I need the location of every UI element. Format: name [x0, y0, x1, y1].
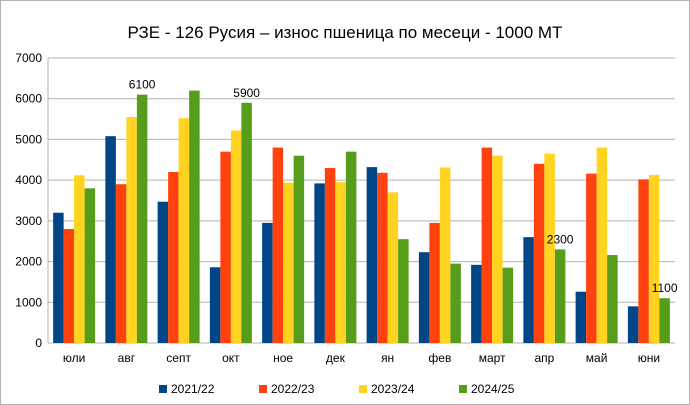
legend-swatch — [459, 385, 467, 393]
bar-2022-23-0 — [63, 229, 75, 343]
gridlines — [47, 57, 675, 344]
bar-2024-25-6 — [398, 239, 409, 343]
bar-2021-22-10 — [575, 291, 587, 343]
y-tick-label: 1000 — [15, 295, 42, 309]
bar-2023-24-11 — [648, 174, 660, 343]
legend-label: 2022/23 — [271, 382, 315, 396]
y-tick-label: 5000 — [15, 132, 42, 146]
bar-2022-23-11 — [638, 179, 649, 343]
data-label: 6100 — [129, 78, 156, 92]
x-category-label: май — [586, 351, 608, 365]
bar-2023-24-3 — [230, 130, 242, 343]
bar-2023-24-2 — [178, 118, 190, 343]
bar-2024-25-5 — [345, 151, 357, 343]
bar-2021-22-5 — [314, 183, 325, 343]
x-category-label: окт — [222, 351, 240, 365]
bar-2024-25-4 — [293, 155, 305, 343]
legend: 2021/22 2022/23 2023/24 2024/25 — [159, 382, 515, 396]
x-category-label: юни — [638, 351, 660, 365]
data-labels: 6100 5900 2300 1100 — [129, 78, 678, 296]
legend-swatch — [259, 385, 267, 393]
data-label: 5900 — [233, 86, 260, 100]
bar-2024-25-2 — [189, 90, 200, 343]
bar-2021-22-9 — [523, 237, 534, 343]
bar-2024-25-9 — [554, 249, 566, 343]
x-category-label: ное — [273, 351, 293, 365]
bar-2024-25-10 — [607, 255, 618, 343]
bar-2023-24-9 — [544, 153, 555, 343]
bar-2021-22-4 — [262, 222, 273, 343]
legend-swatch — [159, 385, 167, 393]
x-category-label: март — [479, 351, 506, 365]
bar-2022-23-6 — [377, 172, 388, 343]
bar-2023-24-6 — [387, 192, 399, 343]
bar-2023-24-4 — [283, 182, 294, 343]
bar-2024-25-7 — [450, 263, 461, 343]
bar-2021-22-0 — [53, 212, 64, 343]
x-category-label: юли — [63, 351, 85, 365]
data-label: 1100 — [652, 281, 678, 295]
y-tick-label: 3000 — [15, 214, 42, 228]
x-axis-categories: юли авг септ окт ное дек ян фев март апр май юни — [63, 351, 660, 365]
bars-group — [53, 90, 670, 344]
bar-2022-23-2 — [168, 172, 179, 343]
bar-2022-23-4 — [272, 147, 284, 343]
x-category-label: ян — [381, 351, 394, 365]
bar-2022-23-5 — [324, 167, 336, 343]
bar-2023-24-0 — [74, 175, 85, 343]
y-tick-label: 0 — [35, 336, 42, 350]
bar-2021-22-2 — [157, 201, 169, 343]
bar-2023-24-1 — [126, 117, 137, 344]
bar-2024-25-1 — [136, 94, 148, 344]
bar-2023-24-8 — [492, 155, 503, 343]
legend-label: 2024/25 — [471, 382, 515, 396]
y-axis-ticks: 0 1000 2000 3000 4000 5000 6000 7000 — [15, 51, 42, 350]
bar-2023-24-10 — [596, 147, 608, 343]
bar-2022-23-1 — [115, 184, 127, 343]
bar-2021-22-8 — [471, 264, 482, 343]
bar-2021-22-6 — [366, 167, 378, 343]
legend-label: 2021/22 — [171, 382, 215, 396]
bar-2021-22-1 — [105, 136, 116, 343]
y-tick-label: 6000 — [15, 92, 42, 106]
y-tick-label: 4000 — [15, 173, 42, 187]
x-category-label: фев — [428, 351, 451, 365]
bar-2021-22-3 — [209, 267, 221, 343]
bar-2021-22-7 — [418, 252, 430, 343]
legend-swatch — [359, 385, 367, 393]
bar-2022-23-3 — [220, 151, 231, 343]
y-tick-label: 7000 — [15, 51, 42, 65]
bar-2023-24-7 — [439, 167, 451, 343]
legend-label: 2023/24 — [371, 382, 415, 396]
bar-2022-23-8 — [481, 147, 493, 343]
x-category-label: дек — [326, 351, 346, 365]
bar-2024-25-8 — [502, 267, 514, 343]
bar-2024-25-3 — [241, 102, 252, 344]
chart-title: РЗЕ - 126 Русия – износ пшеница по месец… — [128, 23, 563, 42]
x-category-label: авг — [118, 351, 136, 365]
bar-2021-22-11 — [627, 306, 639, 343]
bar-2022-23-9 — [533, 163, 545, 343]
bar-2022-23-10 — [586, 173, 597, 343]
bar-2024-25-11 — [659, 298, 670, 343]
bar-2022-23-7 — [429, 222, 440, 343]
bar-2024-25-0 — [84, 188, 96, 343]
bar-2023-24-5 — [335, 182, 346, 343]
data-label: 2300 — [547, 232, 574, 246]
x-category-label: септ — [166, 351, 191, 365]
x-category-label: апр — [534, 351, 554, 365]
y-tick-label: 2000 — [15, 255, 42, 269]
